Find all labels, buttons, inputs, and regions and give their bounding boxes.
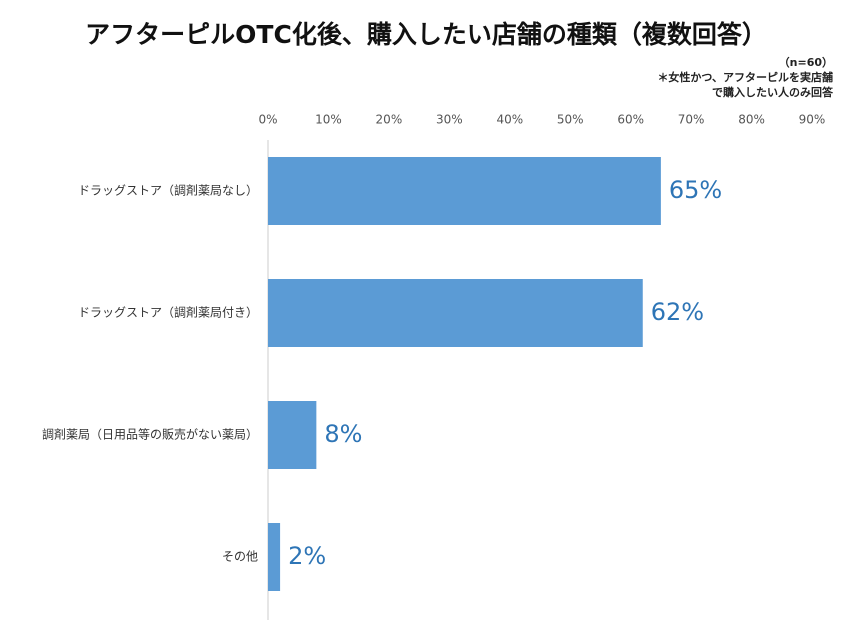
note: （n=60） <box>779 56 833 69</box>
x-tick-label: 40% <box>496 113 523 127</box>
note: ＊女性かつ、アフターピルを実店舗 <box>657 70 833 84</box>
chart-title: アフターピルOTC化後、購入したい店舗の種類（複数回答） <box>85 20 767 49</box>
y-tick-label: その他 <box>222 550 258 564</box>
x-tick-label: 0% <box>258 113 277 127</box>
data-label: 2% <box>288 542 326 570</box>
bar <box>268 157 661 225</box>
y-tick-label: ドラッグストア（調剤薬局なし） <box>78 183 258 198</box>
y-tick-label: 調剤薬局（日用品等の販売がない薬局） <box>42 427 258 442</box>
bar <box>268 279 643 347</box>
x-tick-label: 50% <box>557 113 584 127</box>
x-tick-label: 80% <box>738 113 765 127</box>
x-tick-label: 30% <box>436 113 463 127</box>
data-label: 65% <box>669 176 722 204</box>
y-tick-label: ドラッグストア（調剤薬局付き） <box>78 305 258 320</box>
x-tick-label: 10% <box>315 113 342 127</box>
data-label: 62% <box>651 298 704 326</box>
x-tick-label: 90% <box>799 113 826 127</box>
x-tick-label: 20% <box>376 113 403 127</box>
x-tick-label: 60% <box>617 113 644 127</box>
x-tick-label: 70% <box>678 113 705 127</box>
data-label: 8% <box>324 420 362 448</box>
note: で購入したい人のみ回答 <box>712 85 834 99</box>
bar <box>268 401 317 469</box>
bar <box>268 523 281 591</box>
